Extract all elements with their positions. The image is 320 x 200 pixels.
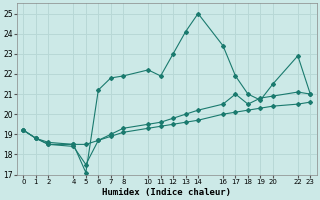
X-axis label: Humidex (Indice chaleur): Humidex (Indice chaleur) — [102, 188, 231, 197]
